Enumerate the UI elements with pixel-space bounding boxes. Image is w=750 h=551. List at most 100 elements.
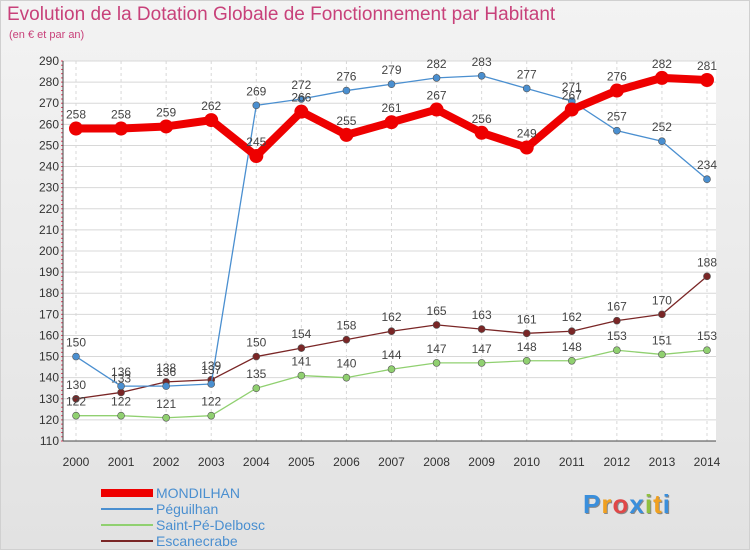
data-point — [162, 413, 170, 422]
data-label: 258 — [111, 108, 131, 122]
logo-letter: P — [583, 489, 602, 519]
data-point — [207, 380, 216, 388]
data-label: 158 — [336, 319, 356, 333]
logo-letter: i — [644, 489, 654, 519]
data-point — [159, 119, 174, 134]
x-tick-label: 2000 — [63, 455, 90, 469]
y-tick-label: 170 — [39, 307, 59, 321]
data-label: 282 — [652, 57, 672, 71]
data-label: 135 — [246, 367, 266, 381]
data-point — [522, 84, 531, 93]
y-tick-label: 130 — [39, 392, 59, 406]
data-point — [384, 115, 399, 130]
data-point — [474, 125, 489, 140]
data-point — [658, 350, 666, 359]
data-label: 147 — [472, 342, 492, 356]
data-label: 162 — [381, 310, 401, 324]
data-label: 281 — [697, 59, 717, 73]
y-tick-label: 190 — [39, 265, 59, 279]
y-tick-label: 210 — [39, 223, 59, 237]
data-point — [567, 356, 576, 365]
logo-letter: x — [629, 489, 645, 519]
x-tick-label: 2007 — [378, 455, 405, 469]
data-label: 271 — [562, 80, 582, 94]
data-label: 121 — [156, 397, 176, 411]
x-tick-label: 2001 — [108, 455, 135, 469]
data-label: 161 — [517, 312, 537, 326]
data-label: 147 — [427, 342, 447, 356]
data-label: 255 — [336, 114, 356, 128]
data-label: 154 — [291, 327, 311, 341]
x-tick-label: 2004 — [243, 455, 270, 469]
data-point — [339, 127, 354, 142]
data-point — [703, 175, 711, 184]
data-point — [297, 95, 306, 103]
y-tick-label: 110 — [40, 434, 59, 448]
data-label: 153 — [697, 329, 717, 343]
x-tick-label: 2013 — [649, 455, 676, 469]
data-label: 257 — [607, 110, 627, 124]
data-label: 170 — [652, 293, 672, 307]
legend-swatch-peguilhan — [101, 508, 153, 510]
data-point — [700, 73, 714, 87]
data-point — [387, 327, 396, 336]
data-label: 165 — [427, 304, 447, 318]
data-label: 262 — [201, 99, 221, 113]
data-label: 258 — [66, 108, 86, 122]
data-point — [613, 316, 621, 325]
data-label: 151 — [652, 333, 672, 347]
data-label: 272 — [291, 78, 311, 92]
data-point — [72, 394, 80, 403]
data-point — [658, 310, 666, 319]
y-tick-label: 120 — [39, 413, 59, 427]
x-tick-label: 2011 — [559, 455, 585, 469]
x-tick-label: 2012 — [604, 455, 631, 469]
x-tick-label: 2009 — [468, 455, 495, 469]
data-point — [294, 104, 309, 119]
x-tick-label: 2014 — [694, 455, 721, 469]
y-tick-label: 250 — [39, 138, 59, 152]
data-label: 276 — [607, 70, 627, 84]
data-label: 139 — [201, 359, 221, 373]
legend-label-saint-pe-delbosc: Saint-Pé-Delbosc — [156, 517, 265, 533]
data-point — [252, 384, 261, 393]
data-point — [342, 86, 351, 95]
y-tick-label: 220 — [39, 202, 59, 216]
data-point — [703, 346, 711, 355]
data-label: 150 — [66, 336, 86, 350]
data-point — [117, 382, 125, 390]
data-label: 141 — [291, 355, 311, 369]
chart-title: Evolution de la Dotation Globale de Fonc… — [7, 4, 556, 25]
data-point — [297, 344, 306, 352]
data-point — [117, 411, 125, 420]
x-tick-label: 2002 — [153, 455, 180, 469]
data-point — [69, 121, 83, 136]
x-tick-label: 2008 — [423, 455, 450, 469]
data-point — [522, 329, 531, 338]
legend-label-escanecrabe: Escanecrabe — [156, 533, 238, 549]
y-tick-label: 240 — [39, 160, 59, 174]
data-point — [477, 71, 486, 80]
data-label: 144 — [381, 348, 401, 362]
legend-label-peguilhan: Péguilhan — [156, 501, 219, 517]
data-point — [613, 346, 621, 355]
data-point — [162, 382, 170, 390]
data-point — [249, 149, 264, 163]
data-label: 153 — [607, 329, 627, 343]
data-point — [522, 356, 531, 365]
data-label: 249 — [517, 127, 537, 141]
y-tick-label: 290 — [39, 54, 59, 68]
data-label: 133 — [111, 371, 131, 385]
data-label: 256 — [472, 112, 492, 126]
data-point — [519, 140, 534, 155]
data-label: 282 — [427, 57, 447, 71]
data-label: 130 — [66, 378, 86, 392]
data-point — [297, 371, 306, 380]
logo-letter: i — [662, 489, 671, 519]
data-label: 122 — [201, 395, 221, 409]
legend-swatch-escanecrabe — [101, 540, 153, 542]
data-point — [342, 335, 351, 344]
data-point — [114, 121, 129, 136]
y-tick-label: 260 — [39, 117, 59, 131]
